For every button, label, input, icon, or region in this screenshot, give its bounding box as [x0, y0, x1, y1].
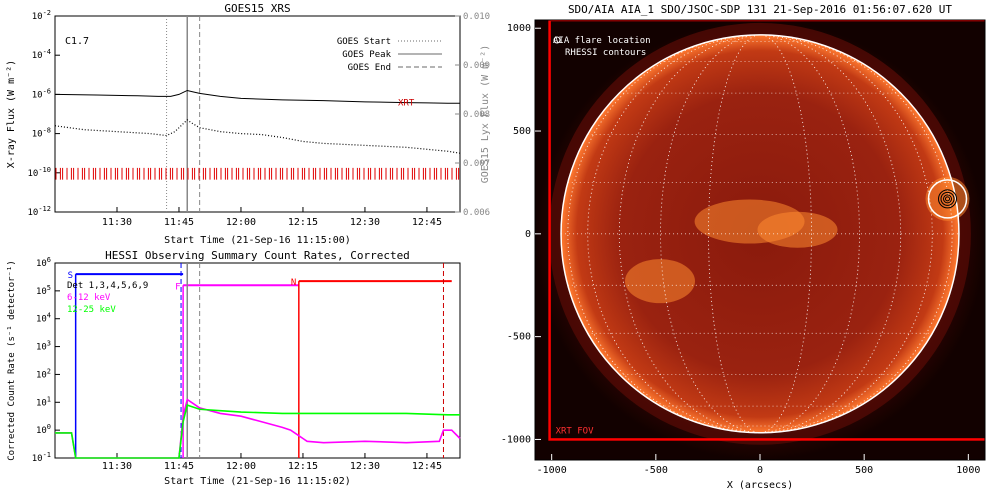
hessi-ytick-label: 104: [36, 312, 51, 325]
aia-xtick-label: 500: [855, 465, 873, 476]
aia-limb: [560, 34, 960, 434]
goes-xrt-label: XRT: [398, 98, 415, 108]
aia-xtick-label: 0: [757, 465, 763, 476]
rhessi-contour: [945, 196, 950, 202]
aia-ytick-label: 0: [525, 229, 531, 240]
hessi-xtick-label: 12:00: [226, 461, 256, 472]
hessi-ytick-label: 100: [36, 423, 51, 436]
hessi-flag-label: N: [291, 278, 296, 288]
goes-ytick-label: 10-10: [28, 166, 52, 179]
hessi-ytick-label: 106: [36, 256, 51, 269]
goes-xtick-label: 12:30: [350, 217, 380, 228]
hessi-series-12-25 keV: [55, 404, 460, 459]
goes-xtick-label: 12:45: [412, 217, 442, 228]
hessi-xtick-label: 11:30: [102, 461, 132, 472]
hessi-legend-6-12 keV: 6-12 keV: [67, 293, 111, 303]
goes-xtick-label: 12:00: [226, 217, 256, 228]
goes-legend-label: GOES End: [348, 63, 391, 73]
xrt-fov-label: XRT FOV: [556, 426, 595, 436]
hessi-ylabel: Corrected Count Rate (s⁻¹ detector⁻¹): [7, 260, 17, 460]
aia-ytick-label: -500: [507, 332, 531, 343]
hessi-ytick-label: 10-1: [32, 451, 51, 464]
hessi-flag-label: F: [175, 282, 180, 292]
aia-longitude-line: [587, 34, 933, 434]
aia-xlabel: X (arcsecs): [727, 480, 793, 491]
hessi-plot-frame: [54, 262, 461, 459]
goes-legend-label: GOES Start: [337, 37, 391, 47]
hessi-ytick-label: 102: [36, 367, 51, 380]
aia-legend-marker: [553, 36, 561, 44]
hessi-legend-12-25 keV: 12-25 keV: [67, 305, 116, 315]
aia-ytick-label: 1000: [507, 23, 531, 34]
aia-title: SDO/AIA AIA_1 SDO/JSOC-SDP 131 21-Sep-20…: [568, 3, 952, 16]
goes-y2tick-label: 0.010: [463, 12, 490, 22]
hessi-ytick-label: 105: [36, 284, 51, 297]
hessi-xlabel: Start Time (21-Sep-16 11:15:02): [164, 476, 351, 487]
aia-longitude-line: [567, 34, 953, 434]
goes-xlabel: Start Time (21-Sep-16 11:15:00): [164, 235, 351, 246]
rhessi-contour: [940, 191, 955, 206]
goes-y2tick-label: 0.007: [463, 159, 490, 169]
xrt-fov-box: [548, 20, 985, 441]
aia-active-region: [757, 211, 838, 248]
aia-ytick-label: -1000: [501, 434, 531, 445]
hessi-xtick-label: 12:30: [350, 461, 380, 472]
rhessi-contour: [938, 189, 957, 209]
aia-flare-location-circle: [927, 179, 968, 219]
rhessi-contour: [943, 194, 952, 204]
hessi-detectors-label: Det 1,3,4,5,6,9: [67, 281, 148, 291]
aia-active-region: [625, 259, 695, 304]
goes-y2tick-label: 0.008: [463, 110, 490, 120]
goes-plot-frame: [54, 15, 461, 213]
goes-flare-class: C1.7: [65, 36, 89, 47]
hessi-ytick-label: 101: [36, 395, 51, 408]
goes-xtick-label: 11:30: [102, 217, 132, 228]
goes-ytick-label: 10-8: [32, 127, 51, 140]
goes-xtick-label: 11:45: [164, 217, 194, 228]
goes-y2tick-label: 0.009: [463, 61, 490, 71]
aia-ytick-label: 500: [513, 126, 531, 137]
goes-ytick-label: 10-2: [32, 9, 51, 22]
hessi-xtick-label: 11:45: [164, 461, 194, 472]
goes-series-short: [54, 119, 461, 154]
goes-ylabel: X-ray Flux (W m⁻²): [6, 60, 17, 168]
hessi-series-6-12 keV: [55, 398, 461, 459]
aia-xtick-label: -500: [644, 465, 668, 476]
hessi-xtick-label: 12:45: [412, 461, 442, 472]
aia-xtick-label: -1000: [537, 465, 567, 476]
hessi-flag-label: S: [68, 271, 73, 281]
goes-y2tick-label: 0.006: [463, 208, 490, 218]
hessi-xtick-label: 12:15: [288, 461, 318, 472]
aia-xtick-label: 1000: [956, 465, 980, 476]
goes-ytick-label: 10-12: [28, 205, 52, 218]
aia-longitude-line: [708, 34, 812, 434]
goes-series-long: [54, 89, 460, 104]
goes-ytick-label: 10-6: [32, 87, 51, 100]
goes-xrt-observation-ticks: [55, 167, 460, 180]
aia-active-region: [925, 176, 970, 221]
goes-title: GOES15 XRS: [224, 2, 290, 15]
aia-image: [535, 20, 985, 460]
goes-ytick-label: 10-4: [32, 48, 51, 61]
goes-legend-label: GOES Peak: [342, 50, 391, 60]
goes-y2label: GOES15 Lyx Flux (W m⁻²): [480, 45, 491, 183]
aia-legend-rhessi: RHESSI contours: [565, 48, 646, 58]
hessi-title: HESSI Observing Summary Count Rates, Cor…: [105, 249, 410, 262]
aia-legend-flare-location: AIA flare location: [553, 36, 651, 46]
goes-xtick-label: 12:15: [288, 217, 318, 228]
hessi-ytick-label: 103: [36, 340, 51, 353]
aia-latlon-grid: [561, 34, 959, 434]
